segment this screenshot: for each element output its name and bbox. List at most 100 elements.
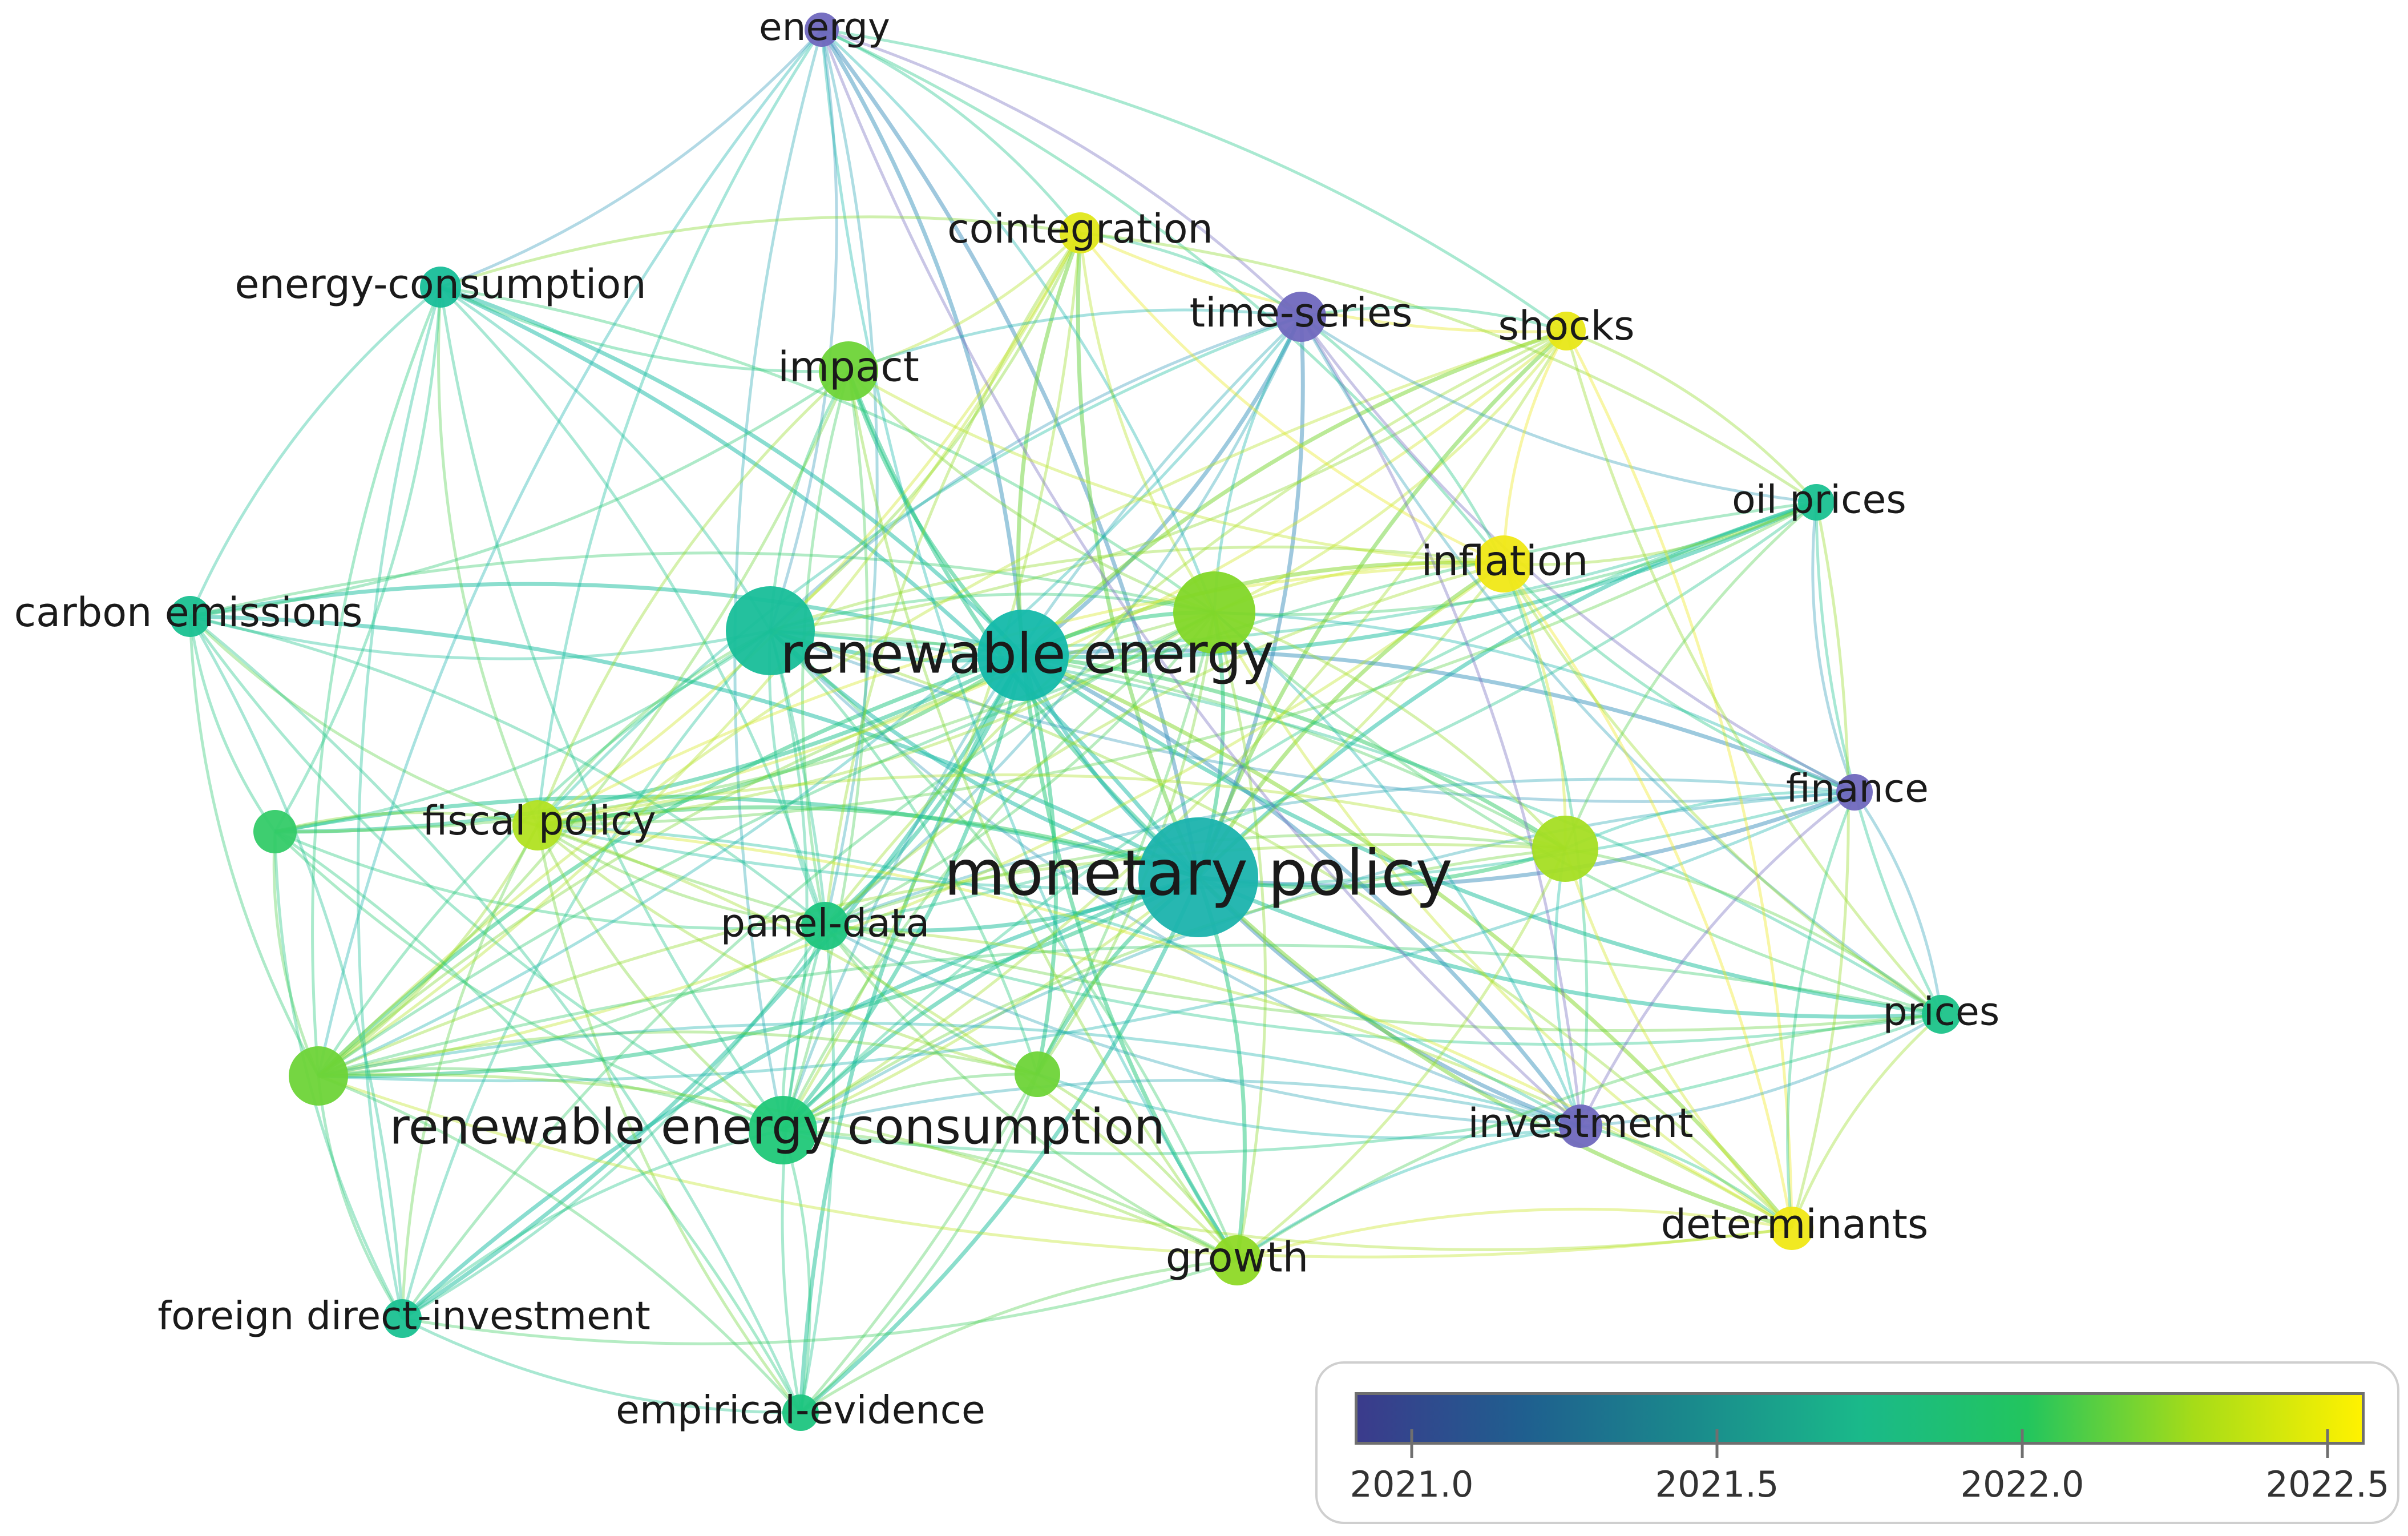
legend-tick bbox=[1715, 1429, 1719, 1458]
link-investment-panel-data bbox=[824, 924, 1581, 1128]
link-economic-growth-foreign-direct-investment bbox=[401, 630, 771, 1319]
node-economic-growth[interactable] bbox=[726, 586, 815, 675]
node-label-inflation: inflation bbox=[1421, 537, 1588, 585]
node-prices[interactable] bbox=[1922, 995, 1961, 1034]
link-cointegration-economic-growth bbox=[769, 232, 1082, 632]
node-foreign-direct-investment[interactable] bbox=[383, 1299, 422, 1338]
link-determinants-panel-data bbox=[825, 924, 1793, 1230]
node-energy-consumption[interactable] bbox=[420, 267, 461, 308]
node-carbon-emissions[interactable] bbox=[169, 596, 211, 637]
link-finance-unlabeled-green-top bbox=[1214, 611, 1856, 794]
link-fiscal-policy-renewable-energy-consumption bbox=[536, 824, 784, 1131]
link-renewable-energy-time-series bbox=[1021, 316, 1303, 657]
link-investment-prices bbox=[1580, 1013, 1942, 1128]
link-unlabeled-green-top-unlabeled-right bbox=[1214, 611, 1566, 850]
node-label-energy: energy bbox=[759, 5, 890, 49]
link-inflation-panel-data bbox=[824, 562, 1504, 927]
node-panel-data[interactable] bbox=[801, 902, 849, 950]
link-prices-renewable-energy-consumption bbox=[782, 1013, 1942, 1155]
link-panel-data-shocks bbox=[824, 329, 1567, 927]
node-time-series[interactable] bbox=[1276, 292, 1326, 342]
node-unlabeled-right[interactable] bbox=[1532, 816, 1598, 882]
node-empirical-evidence[interactable] bbox=[782, 1394, 819, 1431]
link-energy-consumption-foreign-direct-investment bbox=[357, 287, 442, 1319]
node-shocks[interactable] bbox=[1547, 312, 1586, 350]
node-cointegration[interactable] bbox=[1060, 212, 1101, 253]
link-panel-data-unlabeled-lower-mid bbox=[824, 925, 1038, 1076]
link-growth-impact bbox=[847, 370, 1238, 1261]
link-oil-prices-renewable-energy bbox=[1023, 500, 1817, 659]
link-panel-data-unlabeled-left bbox=[274, 830, 826, 930]
link-inflation-monetary-policy bbox=[1196, 562, 1505, 878]
link-determinants-unlabeled-lower-left bbox=[318, 1074, 1792, 1259]
link-empirical-evidence-fiscal-policy bbox=[536, 825, 802, 1414]
link-oil-prices-panel-data bbox=[825, 501, 1817, 928]
link-energy-energy-consumption bbox=[440, 29, 823, 289]
link-investment-unlabeled-lower-left bbox=[318, 1022, 1581, 1128]
link-energy-investment bbox=[820, 29, 1582, 1127]
node-unlabeled-left[interactable] bbox=[253, 810, 297, 853]
link-cointegration-energy-consumption bbox=[440, 215, 1081, 289]
node-growth[interactable] bbox=[1212, 1235, 1262, 1285]
link-prices-time-series bbox=[1299, 316, 1942, 1016]
link-impact-renewable-energy bbox=[846, 370, 1025, 657]
link-cointegration-time-series bbox=[1080, 231, 1302, 319]
link-shocks-unlabeled-lower-left bbox=[317, 329, 1567, 1077]
link-inflation-unlabeled-lower-left bbox=[318, 562, 1505, 1078]
link-growth-panel-data bbox=[824, 925, 1238, 1262]
node-fiscal-policy[interactable] bbox=[512, 800, 563, 850]
link-carbon-emissions-foreign-direct-investment bbox=[188, 615, 404, 1319]
link-oil-prices-time-series bbox=[1300, 315, 1817, 504]
link-impact-renewable-energy-consumption bbox=[781, 370, 869, 1131]
node-unlabeled-lower-left[interactable] bbox=[289, 1046, 348, 1106]
link-carbon-emissions-renewable-energy-consumption bbox=[188, 615, 784, 1132]
link-fiscal-policy-renewable-energy bbox=[537, 654, 1024, 828]
link-inflation-oil-prices bbox=[1503, 501, 1817, 566]
link-energy-consumption-renewable-energy bbox=[439, 285, 1025, 657]
link-shocks-unlabeled-green-top bbox=[1213, 330, 1567, 614]
node-label-monetary-policy: monetary policy bbox=[944, 836, 1453, 909]
link-energy-consumption-fiscal-policy bbox=[437, 287, 539, 827]
link-investment-time-series bbox=[1299, 316, 1582, 1127]
legend-tick-label-2021-5: 2021.5 bbox=[1655, 1464, 1779, 1505]
link-fiscal-policy-impact bbox=[536, 370, 850, 826]
link-energy-renewable-energy-consumption bbox=[733, 29, 823, 1131]
node-unlabeled-green-top[interactable] bbox=[1173, 571, 1255, 654]
node-label-time-series: time-series bbox=[1190, 289, 1413, 336]
link-fiscal-policy-unlabeled-lower-mid bbox=[536, 824, 1038, 1076]
link-energy-panel-data bbox=[820, 29, 879, 926]
node-unlabeled-lower-mid[interactable] bbox=[1015, 1051, 1060, 1097]
link-determinants-unlabeled-green-top bbox=[1213, 611, 1793, 1230]
link-economic-growth-oil-prices bbox=[770, 501, 1817, 647]
node-renewable-energy-consumption[interactable] bbox=[749, 1096, 817, 1164]
legend-tick bbox=[2326, 1429, 2329, 1458]
node-inflation[interactable] bbox=[1475, 535, 1532, 592]
link-economic-growth-inflation bbox=[770, 545, 1504, 632]
node-label-prices: prices bbox=[1883, 990, 2000, 1035]
legend-tick-label-2022-5: 2022.5 bbox=[2265, 1464, 2390, 1505]
link-panel-data-time-series bbox=[824, 316, 1303, 927]
link-foreign-direct-investment-unlabeled-lower-left bbox=[317, 1075, 404, 1320]
node-determinants[interactable] bbox=[1770, 1207, 1813, 1250]
link-energy-consumption-unlabeled-green-top bbox=[440, 285, 1215, 614]
node-investment[interactable] bbox=[1559, 1104, 1602, 1148]
node-oil-prices[interactable] bbox=[1798, 484, 1835, 521]
link-inflation-unlabeled-green-top bbox=[1214, 561, 1504, 614]
node-label-cointegration: cointegration bbox=[947, 205, 1213, 252]
node-energy[interactable] bbox=[805, 13, 839, 47]
link-fiscal-policy-monetary-policy bbox=[537, 805, 1199, 880]
link-renewable-energy-consumption-time-series bbox=[781, 316, 1302, 1131]
link-fiscal-policy-time-series bbox=[536, 315, 1302, 827]
link-empirical-evidence-unlabeled-lower-mid bbox=[799, 1074, 1039, 1414]
node-renewable-energy[interactable] bbox=[977, 610, 1069, 701]
node-impact[interactable] bbox=[819, 341, 878, 401]
link-empirical-evidence-unlabeled-left bbox=[274, 830, 802, 1414]
link-empirical-evidence-monetary-policy bbox=[799, 876, 1201, 1414]
link-unlabeled-lower-left-unlabeled-right bbox=[317, 842, 1566, 1078]
node-monetary-policy[interactable] bbox=[1138, 817, 1258, 937]
node-finance[interactable] bbox=[1836, 774, 1873, 811]
link-renewable-energy-consumption-unlabeled-lower-left bbox=[318, 1067, 783, 1132]
link-finance-renewable-energy-consumption bbox=[782, 791, 1855, 1132]
